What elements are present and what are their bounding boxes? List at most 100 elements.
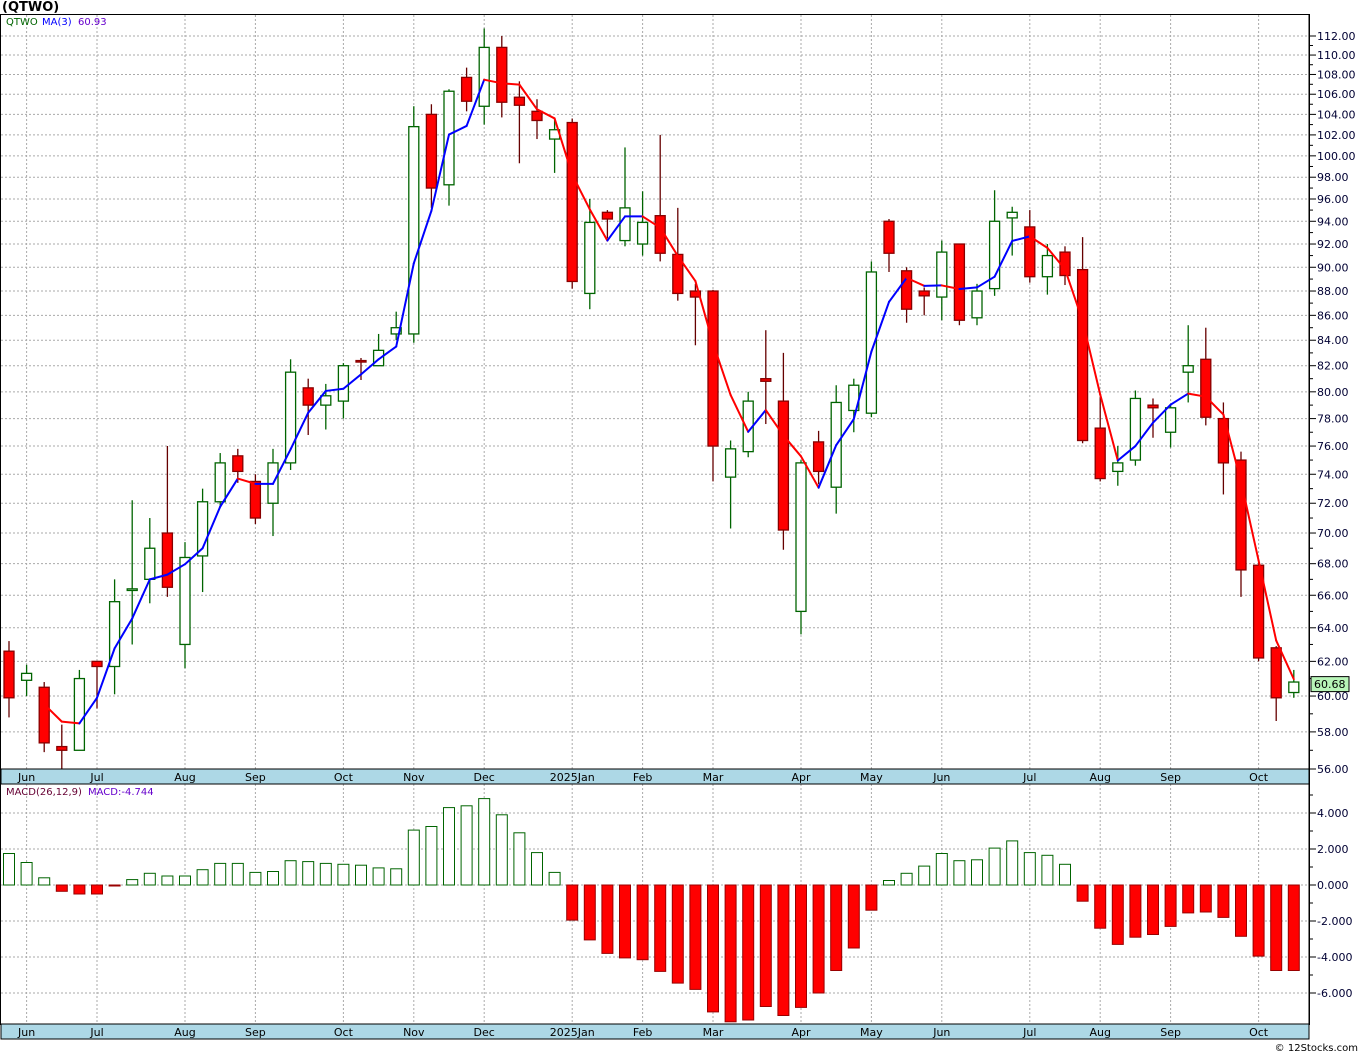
month-label: Oct xyxy=(334,771,354,784)
macd-bar xyxy=(637,885,648,960)
month-label: Dec xyxy=(474,1026,495,1039)
macd-bar xyxy=(620,885,631,958)
candle-body xyxy=(954,244,964,320)
candle-body xyxy=(4,651,14,698)
macd-bar xyxy=(461,806,472,885)
month-label: 2025Jan xyxy=(550,1026,595,1039)
candle-body xyxy=(479,47,489,106)
month-label: Oct xyxy=(1249,771,1269,784)
candle-body xyxy=(74,679,84,751)
macd-bar xyxy=(567,885,578,920)
macd-tick-label: 4.000 xyxy=(1317,807,1349,820)
candle-body xyxy=(778,401,788,530)
month-label: Aug xyxy=(174,771,195,784)
candle-body xyxy=(726,449,736,477)
month-label: Jul xyxy=(89,771,103,784)
month-label: Jun xyxy=(17,771,35,784)
candle-body xyxy=(497,47,507,102)
macd-bar xyxy=(584,885,595,940)
price-tick-label: 112.00 xyxy=(1317,30,1356,43)
month-label: Feb xyxy=(633,771,652,784)
macd-bar xyxy=(1288,885,1299,971)
macd-bar xyxy=(813,885,824,993)
candle-body xyxy=(1025,227,1035,277)
macd-bar xyxy=(144,873,155,885)
macd-bar xyxy=(56,885,67,891)
time-axis-band-bottom xyxy=(1,1024,1309,1039)
candle-body xyxy=(127,589,137,591)
price-tick-label: 108.00 xyxy=(1317,68,1356,81)
price-tick-label: 56.00 xyxy=(1317,763,1349,776)
legend-ma-label: MA(3) xyxy=(42,17,72,28)
legend-ma-value: 60.93 xyxy=(78,17,107,28)
candle-body xyxy=(1113,463,1123,472)
macd-bar xyxy=(320,863,331,885)
candle-body xyxy=(514,97,524,105)
candle-body xyxy=(585,222,595,293)
candle-body xyxy=(532,111,542,120)
macd-bar xyxy=(1218,885,1229,917)
price-tick-label: 110.00 xyxy=(1317,49,1356,62)
price-tick-label: 98.00 xyxy=(1317,171,1349,184)
candle-body xyxy=(884,221,894,253)
month-label: 2025Jan xyxy=(550,771,595,784)
month-label: Dec xyxy=(474,771,495,784)
price-tick-label: 68.00 xyxy=(1317,558,1349,571)
macd-bar xyxy=(1112,885,1123,944)
price-tick-label: 82.00 xyxy=(1317,360,1349,373)
candle-body xyxy=(1166,408,1176,432)
candle xyxy=(250,474,260,524)
macd-bar xyxy=(919,866,930,885)
candle-body xyxy=(250,481,260,518)
macd-bar xyxy=(743,885,754,1020)
candle-body xyxy=(180,557,190,644)
macd-bar xyxy=(901,873,912,885)
macd-bar xyxy=(356,865,367,885)
macd-bar xyxy=(1165,885,1176,926)
candle-body xyxy=(919,291,929,296)
candle-body xyxy=(1201,359,1211,417)
candle-body xyxy=(321,396,331,405)
price-tick-label: 100.00 xyxy=(1317,150,1356,163)
candle-body xyxy=(1095,428,1105,478)
candle-body xyxy=(1271,648,1281,698)
price-tick-label: 84.00 xyxy=(1317,334,1349,347)
macd-bar xyxy=(602,885,613,953)
month-label: Mar xyxy=(703,771,724,784)
macd-bar xyxy=(848,885,859,948)
candle-body xyxy=(22,673,32,680)
price-tick-label: 90.00 xyxy=(1317,261,1349,274)
candle xyxy=(286,359,296,470)
macd-bar xyxy=(285,861,296,885)
month-label: Aug xyxy=(1089,771,1110,784)
macd-bar xyxy=(391,869,402,885)
candle-body xyxy=(1183,366,1193,372)
candle xyxy=(796,460,806,634)
macd-bar xyxy=(338,864,349,885)
macd-bar xyxy=(373,868,384,885)
macd-bar xyxy=(936,854,947,886)
macd-bar xyxy=(1077,885,1088,901)
macd-bar xyxy=(972,860,983,885)
macd-bar xyxy=(655,885,666,971)
macd-bar xyxy=(831,885,842,971)
macd-bar xyxy=(989,848,1000,885)
month-label: Oct xyxy=(334,1026,354,1039)
candle-body xyxy=(602,212,612,219)
candle-body xyxy=(814,442,824,472)
macd-bar xyxy=(708,885,719,1012)
macd-tick-label: 2.000 xyxy=(1317,843,1349,856)
macd-bar xyxy=(760,885,771,1007)
candle-body xyxy=(796,463,806,612)
month-label: Sep xyxy=(1160,771,1181,784)
macd-bar xyxy=(1200,885,1211,912)
month-label: Jun xyxy=(932,771,950,784)
candle xyxy=(1130,390,1140,465)
month-label: Sep xyxy=(245,1026,266,1039)
macd-bar xyxy=(1095,885,1106,928)
macd-bar xyxy=(232,863,243,885)
macd-legend-label: MACD(26,12,9) xyxy=(6,787,82,798)
footer-copyright: © 12Stocks.com xyxy=(1275,1043,1358,1054)
candle-body xyxy=(1078,270,1088,441)
